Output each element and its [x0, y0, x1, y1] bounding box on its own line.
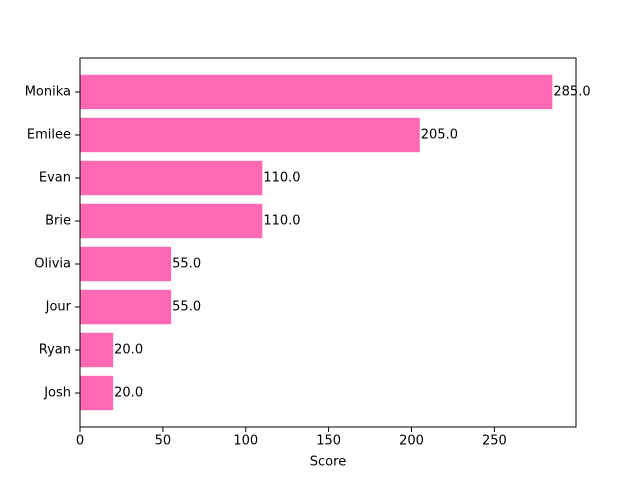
y-tick-label: Jour	[45, 300, 72, 315]
x-axis-label: Score	[310, 455, 346, 470]
y-tick-label: Ryan	[39, 343, 71, 358]
value-label: 55.0	[172, 300, 201, 315]
bar	[80, 160, 263, 196]
bar	[80, 203, 263, 239]
x-tick-label: 200	[399, 434, 424, 449]
value-label: 205.0	[421, 127, 458, 142]
bar	[80, 246, 172, 282]
y-tick-label: Olivia	[34, 257, 71, 272]
x-tick-label: 150	[316, 434, 341, 449]
value-label: 285.0	[553, 84, 590, 99]
bar	[80, 332, 114, 368]
value-label: 20.0	[114, 343, 143, 358]
x-tick-label: 0	[76, 434, 84, 449]
bar	[80, 74, 553, 110]
value-label: 55.0	[172, 257, 201, 272]
y-tick-label: Evan	[39, 170, 71, 185]
y-tick-label: Brie	[45, 213, 71, 228]
x-tick-label: 100	[233, 434, 258, 449]
bar	[80, 117, 420, 153]
x-tick-label: 250	[482, 434, 507, 449]
value-label: 20.0	[114, 386, 143, 401]
bar	[80, 289, 172, 325]
plot-frame	[79, 57, 577, 428]
y-tick-label: Monika	[25, 84, 71, 99]
x-tick-label: 50	[155, 434, 172, 449]
value-label: 110.0	[263, 213, 300, 228]
value-label: 110.0	[263, 170, 300, 185]
y-tick-label: Josh	[43, 386, 71, 401]
bar	[80, 375, 114, 411]
y-tick-label: Emilee	[27, 127, 71, 142]
